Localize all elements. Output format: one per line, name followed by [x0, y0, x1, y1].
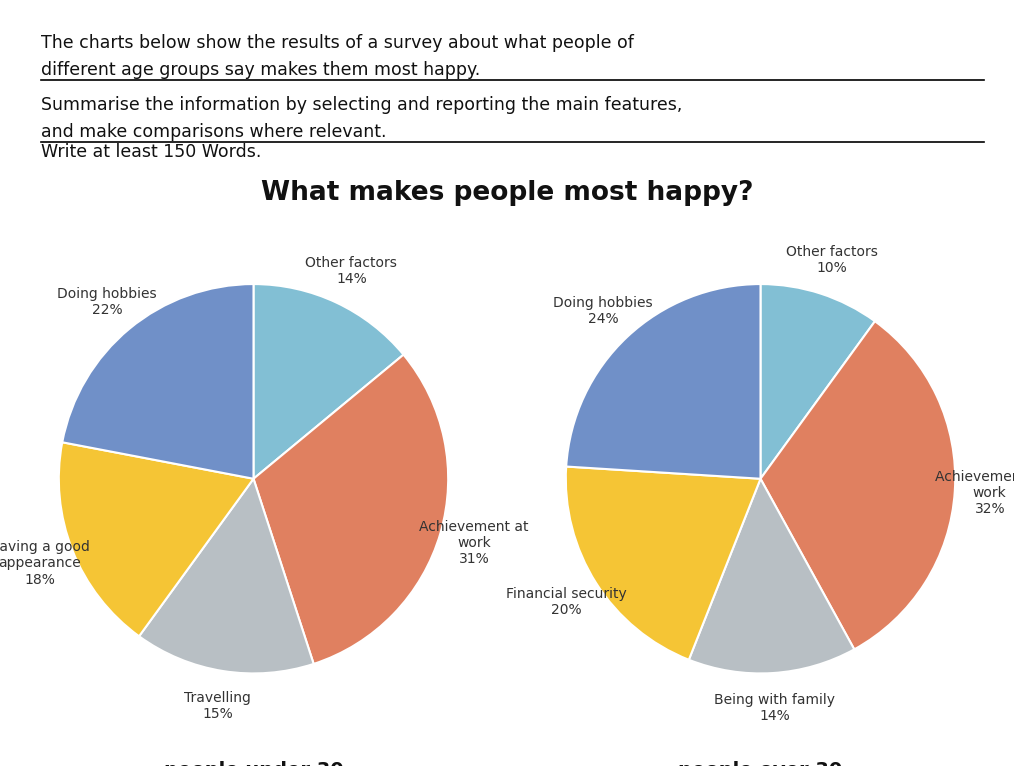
Text: The charts below show the results of a survey about what people of: The charts below show the results of a s… — [41, 34, 634, 52]
Wedge shape — [689, 479, 854, 673]
Wedge shape — [139, 479, 313, 673]
Text: Having a good
appearance
18%: Having a good appearance 18% — [0, 540, 90, 587]
Text: Financial security
20%: Financial security 20% — [506, 587, 627, 617]
Wedge shape — [62, 284, 254, 479]
Text: Doing hobbies
24%: Doing hobbies 24% — [554, 296, 653, 326]
Text: people over 30: people over 30 — [678, 761, 843, 766]
Wedge shape — [760, 321, 955, 650]
Text: Write at least 150 Words.: Write at least 150 Words. — [41, 143, 261, 161]
Wedge shape — [760, 284, 875, 479]
Text: Travelling
15%: Travelling 15% — [185, 691, 251, 721]
Wedge shape — [566, 284, 760, 479]
Text: Other factors
10%: Other factors 10% — [786, 245, 877, 275]
Text: people under 30: people under 30 — [163, 761, 344, 766]
Wedge shape — [566, 466, 760, 660]
Text: Achievement at
work
31%: Achievement at work 31% — [420, 519, 529, 566]
Text: Achievement at
work
32%: Achievement at work 32% — [935, 470, 1014, 516]
Wedge shape — [254, 284, 404, 479]
Text: Doing hobbies
22%: Doing hobbies 22% — [57, 286, 157, 317]
Text: Being with family
14%: Being with family 14% — [715, 693, 836, 723]
Text: Other factors
14%: Other factors 14% — [305, 256, 397, 286]
Text: Summarise the information by selecting and reporting the main features,: Summarise the information by selecting a… — [41, 96, 682, 113]
Wedge shape — [254, 355, 448, 664]
Text: and make comparisons where relevant.: and make comparisons where relevant. — [41, 123, 386, 140]
Wedge shape — [59, 442, 254, 637]
Text: What makes people most happy?: What makes people most happy? — [261, 180, 753, 206]
Text: different age groups say makes them most happy.: different age groups say makes them most… — [41, 61, 480, 79]
